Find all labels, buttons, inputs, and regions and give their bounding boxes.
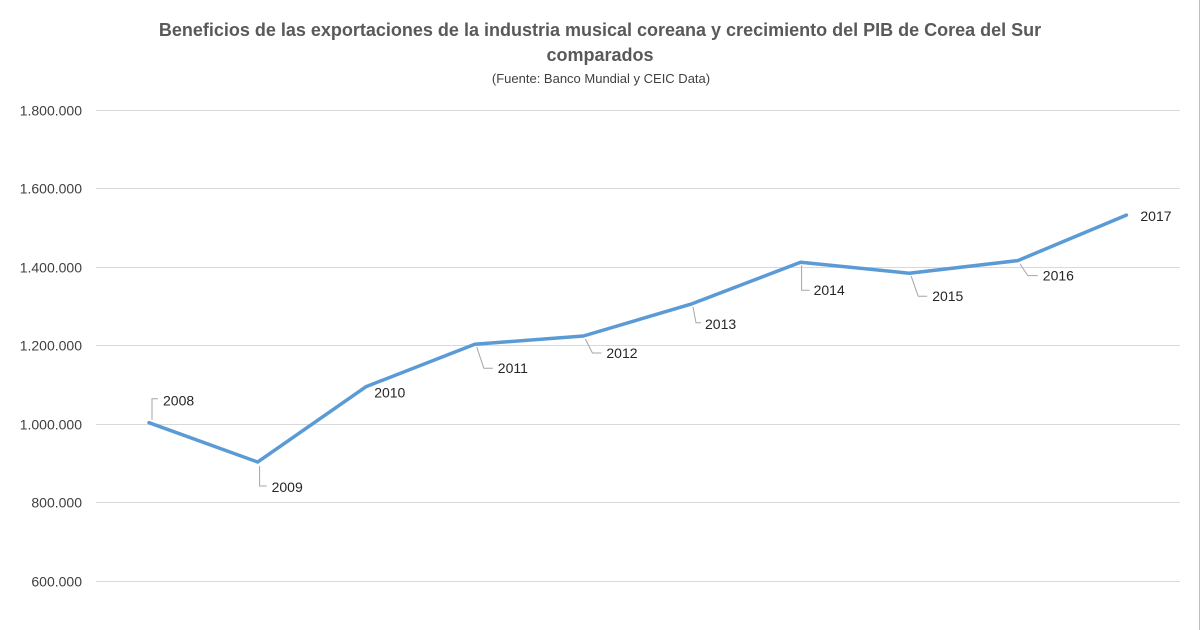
y-tick-label: 1.600.000 <box>20 181 82 197</box>
y-tick-label: 1.200.000 <box>20 338 82 354</box>
y-tick-label: 1.000.000 <box>20 417 82 433</box>
gridlines <box>96 110 1180 582</box>
chart-title-line-1: Beneficios de las exportaciones de la in… <box>159 20 1041 40</box>
data-label-leaders <box>151 263 1038 487</box>
data-label-2011: 2011 <box>498 360 528 376</box>
data-label-2010: 2010 <box>374 385 405 401</box>
leader-line <box>584 338 602 354</box>
data-label-2015: 2015 <box>932 288 963 304</box>
data-label-2014: 2014 <box>814 282 845 298</box>
leader-line <box>151 398 158 420</box>
leader-line <box>910 276 928 297</box>
series-layer <box>147 213 1129 464</box>
data-label-2017: 2017 <box>1140 208 1171 224</box>
y-axis-tick-labels: 600.000 800.000 1.000.000 1.200.000 1.400.00… <box>20 103 83 590</box>
series-line-pib <box>147 213 1129 464</box>
data-label-2016: 2016 <box>1043 268 1074 284</box>
chart-title-line-2: comparados <box>546 45 653 65</box>
y-tick-label: 1.400.000 <box>20 260 82 276</box>
y-tick-label: 600.000 <box>31 574 82 590</box>
leader-line <box>259 466 267 487</box>
data-label-2013: 2013 <box>705 316 736 332</box>
y-tick-label: 800.000 <box>31 495 82 511</box>
chart-subtitle: (Fuente: Banco Mundial y CEIC Data) <box>492 71 710 86</box>
data-label-2009: 2009 <box>272 479 303 495</box>
data-label-2012: 2012 <box>606 345 637 361</box>
data-labels: 2008 2009 2010 2011 2012 2013 2014 2015 2016 2017 <box>163 208 1172 495</box>
y-tick-label: 1.800.000 <box>20 103 82 119</box>
data-label-2008: 2008 <box>163 393 194 409</box>
leader-line <box>801 265 810 291</box>
leader-line <box>692 306 701 324</box>
leader-line <box>476 347 493 369</box>
leader-line <box>1019 263 1038 277</box>
